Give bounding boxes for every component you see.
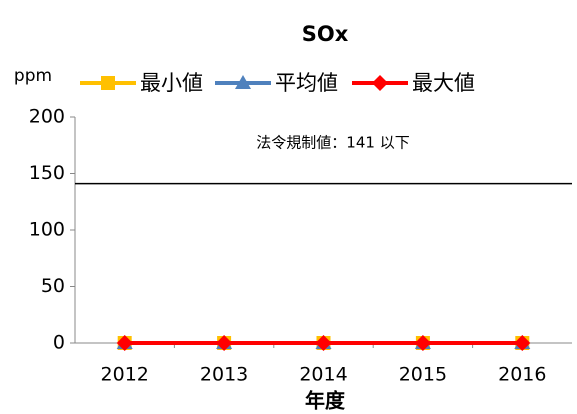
legend-marker — [372, 75, 388, 91]
annotation-text: 法令規制値：141 以下 — [256, 134, 409, 152]
data-point — [315, 335, 332, 351]
y-axis-label: ppm — [14, 66, 52, 86]
legend-label: 最小値 — [140, 71, 203, 95]
y-tick-label: 100 — [29, 219, 65, 241]
chart-title: SOx — [302, 22, 349, 46]
data-point — [116, 335, 133, 351]
data-point — [414, 335, 431, 351]
y-tick-label: 150 — [29, 162, 65, 184]
data-point — [514, 335, 531, 351]
x-tick-label: 2016 — [498, 364, 546, 386]
x-tick-label: 2014 — [299, 364, 347, 386]
y-tick-label: 50 — [41, 275, 65, 297]
y-tick-label: 0 — [53, 332, 65, 354]
legend-label: 平均値 — [275, 71, 338, 95]
data-point — [216, 335, 233, 351]
x-tick-label: 2013 — [200, 364, 248, 386]
legend-marker — [235, 75, 251, 89]
legend-label: 最大値 — [412, 71, 475, 95]
x-axis-label: 年度 — [305, 389, 346, 413]
y-tick-label: 200 — [29, 106, 65, 128]
legend-marker — [101, 76, 115, 90]
x-tick-label: 2015 — [399, 364, 447, 386]
x-tick-label: 2012 — [101, 364, 149, 386]
